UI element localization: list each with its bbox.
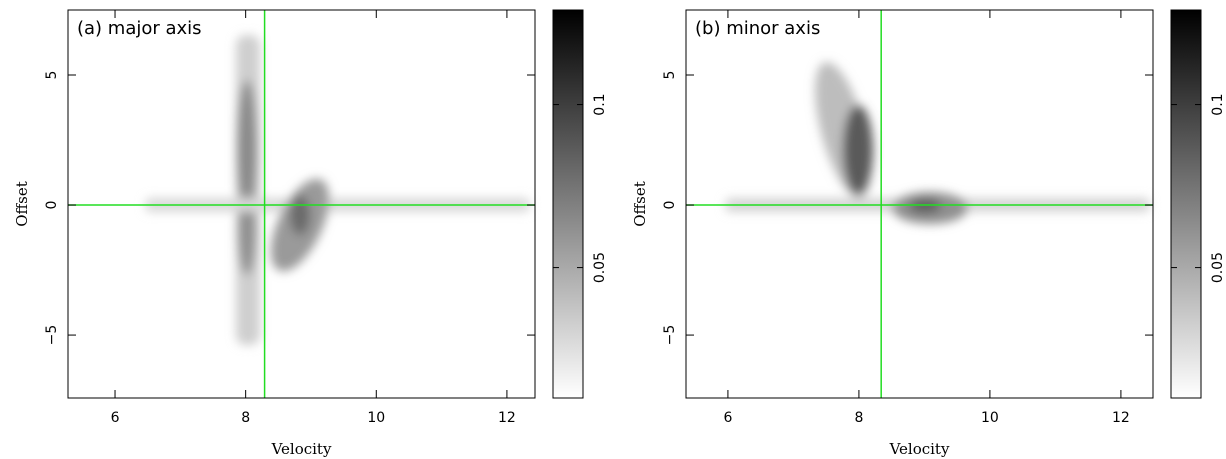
colorbar-tick-label: 0.05: [1210, 252, 1226, 283]
panel-title: (a) major axis: [77, 18, 202, 39]
plot-frame: [685, 9, 1154, 399]
x-axis-label: Velocity: [271, 440, 332, 458]
colorbar-tick-label: 0.1: [1210, 93, 1226, 115]
y-tick-label: −5: [44, 325, 60, 346]
colorbar-tick-label: 0.05: [592, 252, 608, 283]
y-tick-label: 5: [662, 71, 678, 80]
y-axis-label: Offset: [13, 181, 31, 227]
colorbar: [552, 9, 584, 399]
x-tick-label: 6: [723, 410, 732, 426]
x-tick-label: 12: [1112, 410, 1130, 426]
x-tick-label: 8: [854, 410, 863, 426]
y-tick-label: 0: [44, 201, 60, 210]
x-tick-label: 8: [241, 410, 250, 426]
emission: [725, 62, 1150, 224]
emission: [145, 35, 530, 345]
x-tick-label: 10: [981, 410, 999, 426]
x-tick-label: 12: [498, 410, 516, 426]
x-tick-label: 10: [367, 410, 385, 426]
panel-title: (b) minor axis: [695, 18, 820, 39]
colorbar-tick-label: 0.1: [592, 93, 608, 115]
x-axis-label: Velocity: [889, 440, 950, 458]
y-tick-label: 5: [44, 71, 60, 80]
colorbar: [1170, 9, 1202, 399]
y-tick-label: −5: [662, 325, 678, 346]
x-tick-label: 6: [111, 410, 120, 426]
y-axis-label: Offset: [631, 181, 649, 227]
y-tick-label: 0: [662, 201, 678, 210]
plot-frame: [67, 9, 536, 399]
